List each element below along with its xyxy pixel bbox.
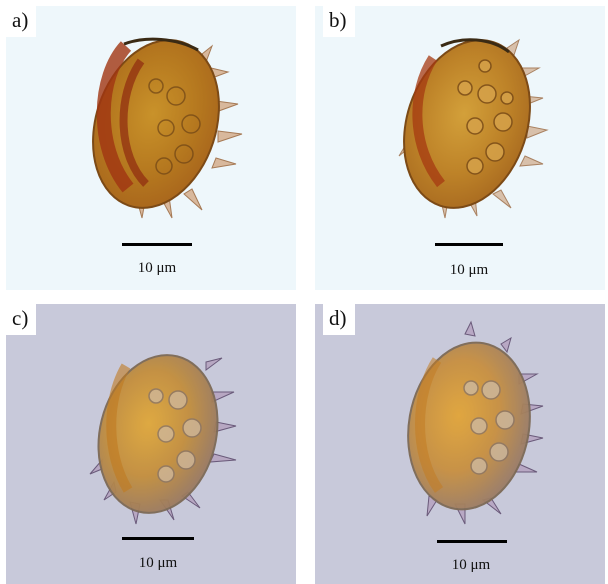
panel-label-d: d) xyxy=(323,304,355,335)
panel-b: b) 10 μm xyxy=(315,6,605,290)
scale-bar-d xyxy=(437,540,507,543)
scale-label-b: 10 μm xyxy=(449,262,489,278)
scale-label-c: 10 μm xyxy=(138,555,178,571)
panel-label-b: b) xyxy=(323,6,355,37)
scale-label-d: 10 μm xyxy=(451,557,491,573)
scale-bar-c xyxy=(122,537,194,540)
panel-d: d) 10 μm xyxy=(315,304,605,584)
scale-bar-a xyxy=(122,243,192,246)
scale-label-a: 10 μm xyxy=(137,260,177,276)
panel-label-a: a) xyxy=(6,6,37,37)
specimen-image-b xyxy=(398,38,549,219)
panel-label-c: c) xyxy=(6,304,37,335)
specimen-image-a xyxy=(92,37,243,219)
scale-bar-b xyxy=(435,243,503,246)
panel-c: c) 10 μm xyxy=(6,304,296,584)
specimen-image-d xyxy=(407,320,544,525)
specimen-image-c xyxy=(89,354,237,525)
panel-a: a) 10 μm xyxy=(6,6,296,290)
